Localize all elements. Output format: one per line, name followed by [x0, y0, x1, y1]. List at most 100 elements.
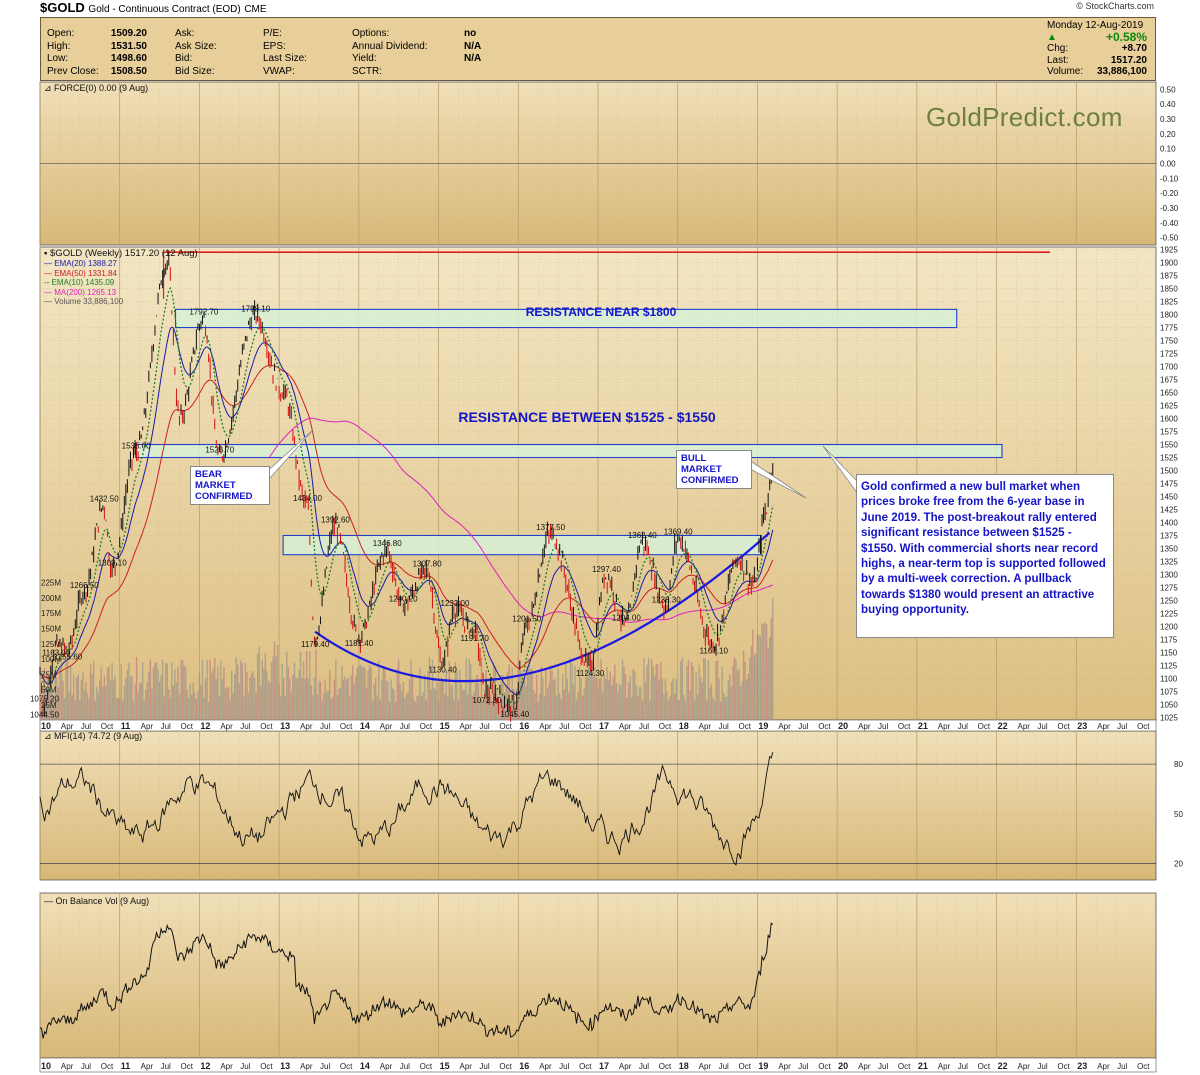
- volume-bar: [404, 697, 406, 720]
- volume-bar: [312, 695, 314, 720]
- volume-bar: [638, 686, 641, 720]
- x-tick-label: Apr: [619, 722, 632, 731]
- volume-bar: [425, 700, 428, 720]
- volume-bar: [677, 700, 679, 720]
- volume-bar: [112, 680, 115, 720]
- price-label: 1163.00: [42, 649, 71, 658]
- volume-bar: [508, 664, 510, 720]
- force-y-tick-label: -0.40: [1160, 219, 1179, 228]
- volume-bar: [186, 690, 188, 720]
- volume-bar: [667, 699, 670, 720]
- volume-bar: [660, 662, 662, 720]
- volume-bar: [108, 666, 110, 720]
- volume-bar: [149, 659, 152, 720]
- volume-bar: [560, 699, 562, 720]
- volume-label: Volume:: [1047, 66, 1084, 77]
- volume-bar: [373, 683, 375, 720]
- price-label: 1526.70: [205, 446, 234, 455]
- x-tick-label: Jul: [161, 722, 171, 731]
- price-label: 1535.00: [122, 441, 151, 450]
- volume-bar: [713, 700, 716, 720]
- x-tick-label: Apr: [220, 722, 233, 731]
- volume-bar: [719, 701, 722, 720]
- x-tick-label: Oct: [101, 1062, 114, 1071]
- volume-bar: [442, 681, 444, 720]
- volume-bar: [661, 678, 664, 720]
- force-y-tick-label: 0.40: [1160, 100, 1176, 109]
- volume-bar: [608, 679, 610, 720]
- options-label: Options:: [352, 28, 390, 39]
- sctr-label: SCTR:: [352, 65, 382, 77]
- price-label: 1369.40: [664, 527, 693, 536]
- x-tick-label: Apr: [460, 722, 473, 731]
- volume-bar: [65, 660, 67, 720]
- price-label: 1307.80: [413, 559, 442, 568]
- x-tick-label: Apr: [619, 1062, 632, 1071]
- price-label: 1238.30: [652, 596, 681, 605]
- x-tick-label: 15: [440, 1061, 450, 1071]
- main-y-tick-label: 1050: [1160, 700, 1178, 709]
- force-y-tick-label: 0.30: [1160, 115, 1176, 124]
- price-label: 1167.10: [700, 647, 729, 656]
- price-label: 1155.60: [54, 653, 83, 662]
- volume-bar: [554, 679, 556, 720]
- volume-bar: [741, 681, 743, 720]
- x-tick-label: Apr: [539, 722, 552, 731]
- x-tick-label: Jul: [719, 722, 729, 731]
- volume-bar: [569, 657, 572, 720]
- volume-bar: [555, 695, 558, 720]
- volume-bar: [321, 701, 323, 720]
- volume-bar: [105, 685, 107, 720]
- volume-bar: [180, 660, 182, 720]
- volume-bar: [215, 679, 217, 720]
- volume-bar: [206, 659, 208, 720]
- x-tick-label: Apr: [460, 1062, 473, 1071]
- main-y-tick-label: 1900: [1160, 259, 1178, 268]
- volume-bar: [281, 663, 283, 720]
- volume-bar: [405, 694, 408, 720]
- volume-bar: [315, 649, 317, 720]
- x-tick-label: 21: [918, 1061, 928, 1071]
- volume-bar: [525, 685, 527, 720]
- volume-bar: [535, 674, 538, 720]
- volume-bar: [51, 690, 53, 720]
- volume-bar: [506, 671, 509, 720]
- volume-bar: [634, 671, 636, 720]
- main-y-tick-label: 1150: [1160, 648, 1178, 657]
- watermark: GoldPredict.com: [926, 102, 1123, 132]
- volume-bar: [324, 679, 326, 720]
- volume-bar: [244, 662, 247, 720]
- volume-bar: [457, 700, 460, 720]
- volume-bar: [548, 683, 550, 720]
- volume-bar: [624, 674, 627, 720]
- volume-bar: [154, 662, 156, 720]
- volume-bar: [447, 696, 449, 720]
- x-tick-label: Oct: [420, 1062, 433, 1071]
- volume-bar: [767, 647, 769, 720]
- info-col-1: Open: 1509.20 High: 1531.50 Low: 1498.60 Pr…: [47, 28, 157, 78]
- volume-bar: [407, 692, 409, 720]
- volume-bar: [106, 667, 109, 720]
- volume-bar: [309, 651, 311, 720]
- volume-bar: [115, 697, 118, 720]
- volume-bar: [580, 677, 582, 720]
- volume-bar: [71, 694, 73, 720]
- volume-bar: [224, 688, 227, 720]
- main-y-tick-label: 1700: [1160, 363, 1178, 372]
- volume-bar: [701, 682, 703, 720]
- x-tick-label: Oct: [499, 1062, 512, 1071]
- volume-bar: [549, 664, 552, 720]
- volume-bar: [204, 678, 207, 720]
- volume-bar: [428, 657, 431, 720]
- volume-bar: [732, 665, 734, 720]
- volume-bar: [618, 684, 621, 720]
- volume-bar: [322, 693, 325, 720]
- x-tick-label: Jul: [1117, 1062, 1127, 1071]
- volume-bar: [721, 666, 723, 720]
- force-y-tick-label: -0.10: [1160, 174, 1179, 183]
- volume-tick-label: 200M: [41, 594, 61, 603]
- volume-bar: [284, 696, 286, 720]
- x-tick-label: Oct: [499, 722, 512, 731]
- volume-bar: [589, 658, 592, 720]
- volume-bar: [168, 688, 170, 720]
